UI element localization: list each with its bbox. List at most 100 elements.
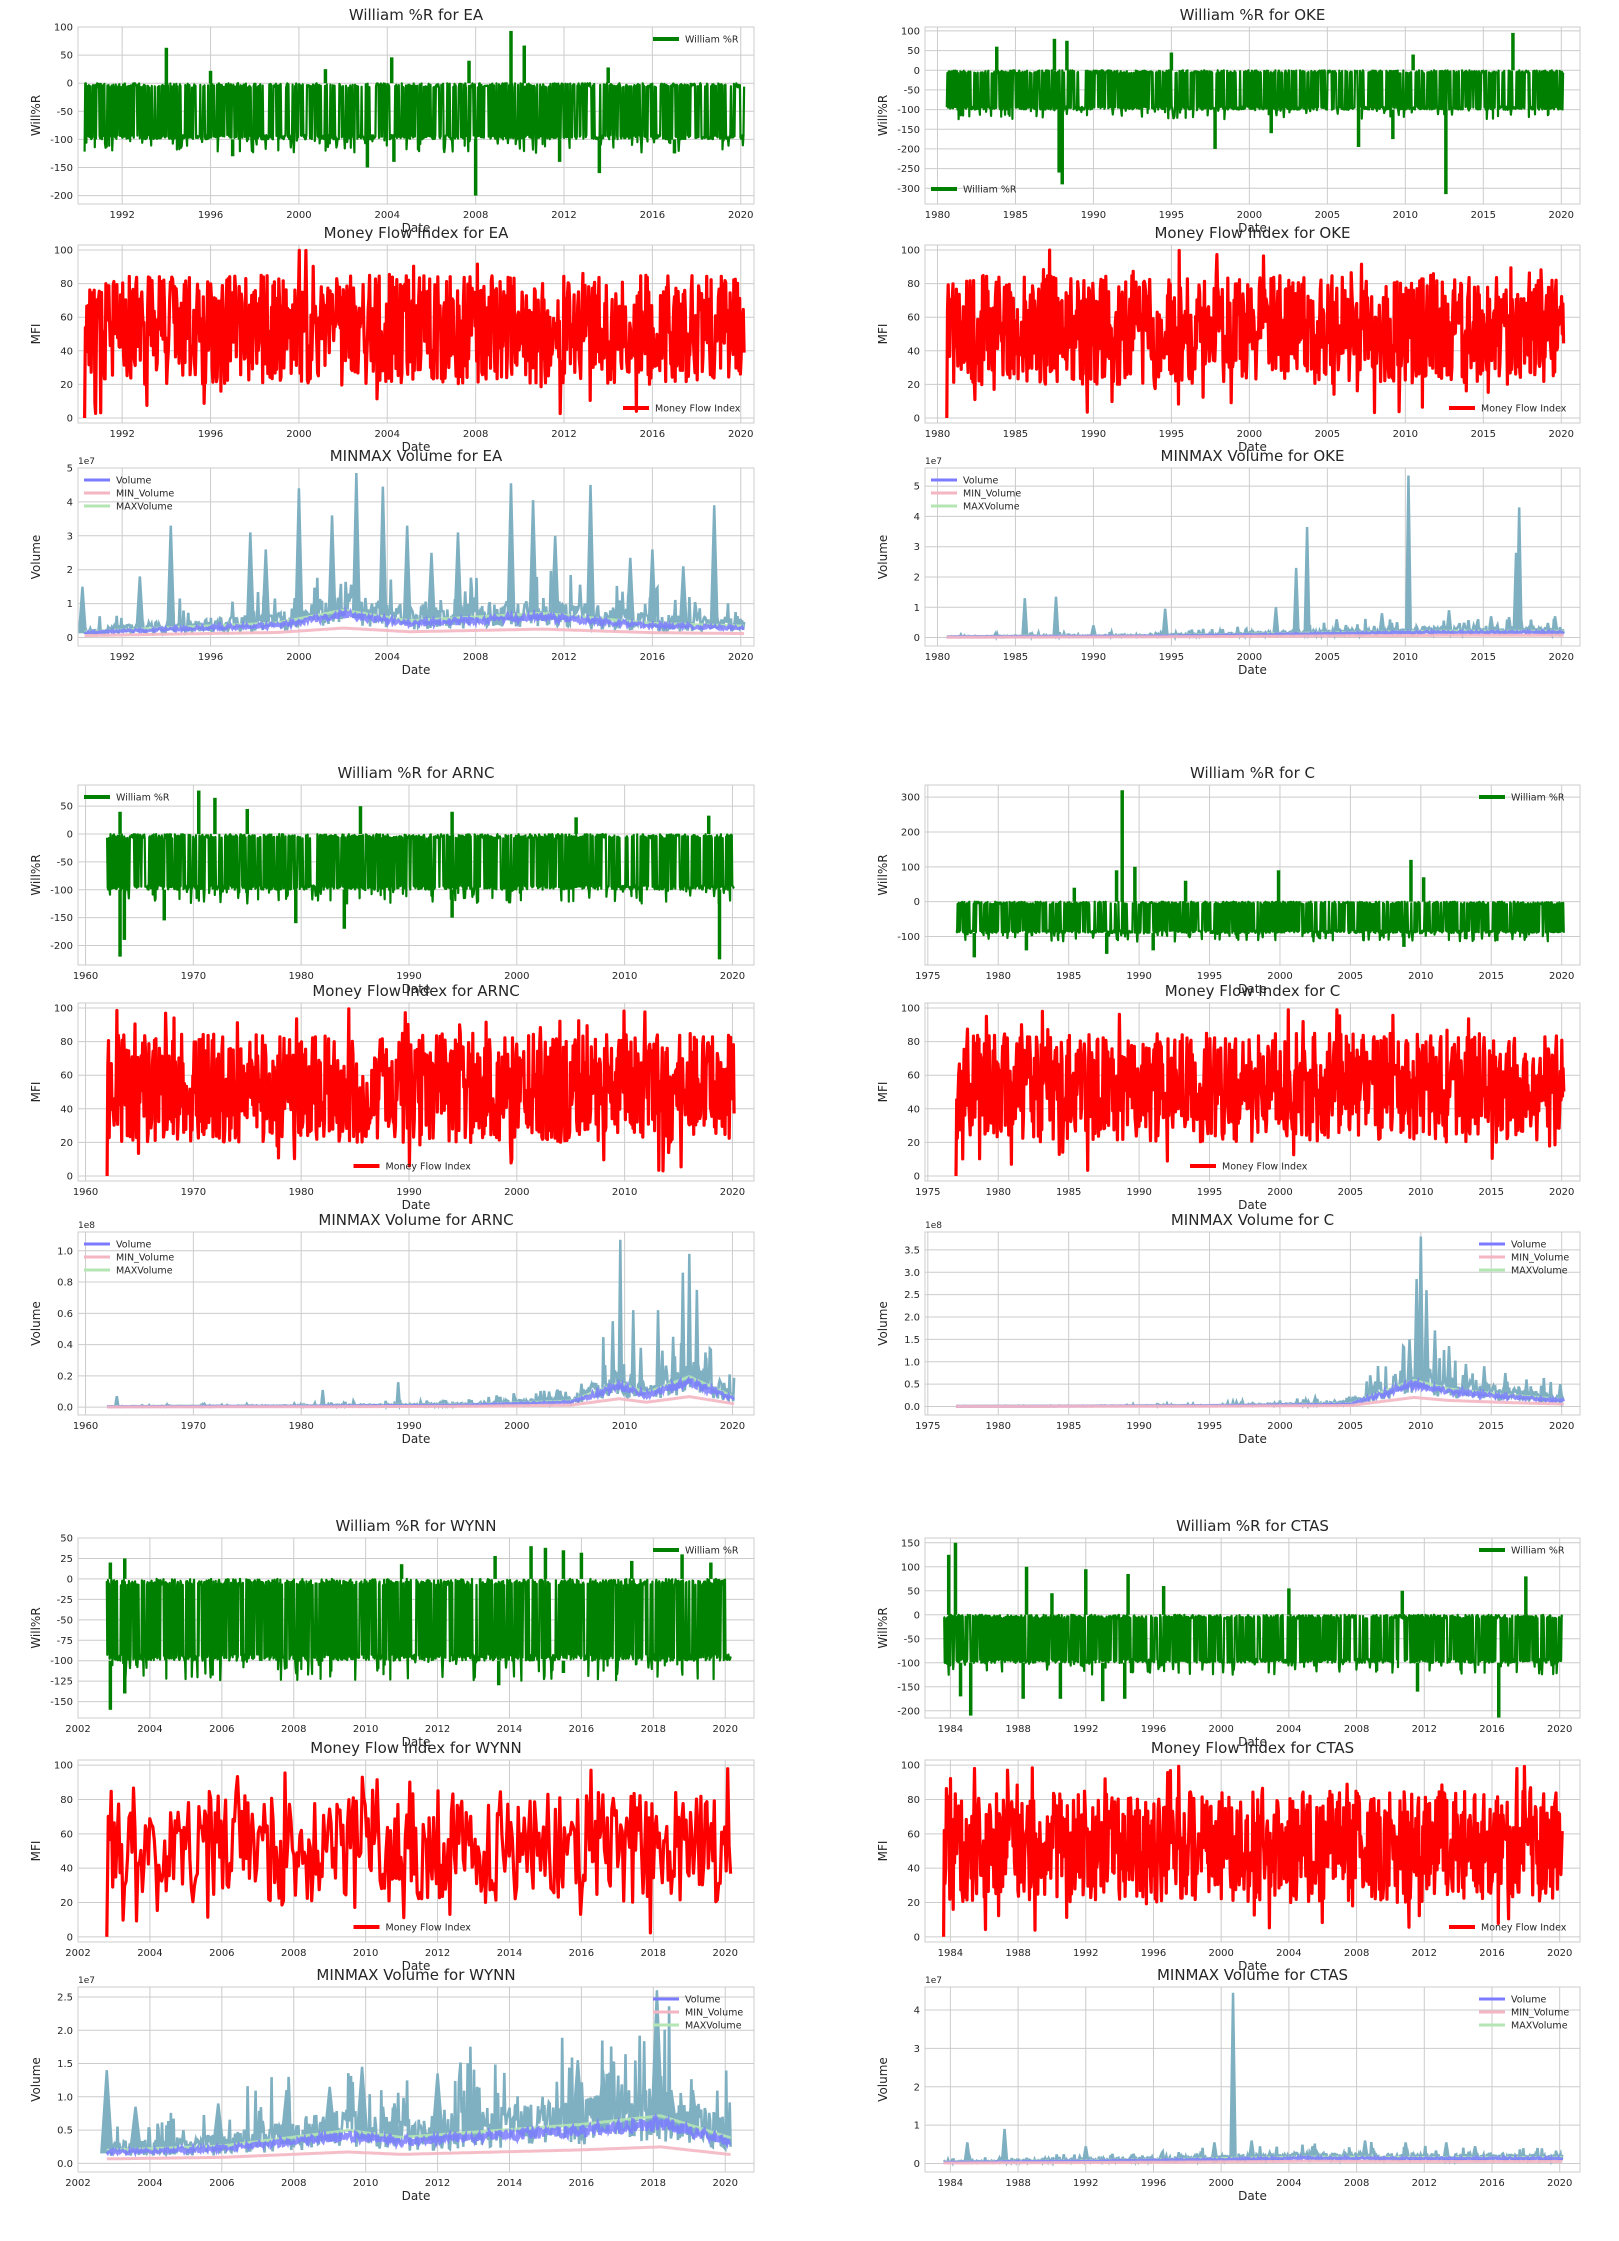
series-line-willr (945, 69, 1565, 121)
x-tick-label: 2004 (137, 1724, 162, 1735)
x-tick-label: 1970 (181, 1187, 206, 1198)
axes-frame (77, 467, 755, 647)
axes-frame (77, 784, 755, 966)
y-tick-label: 3.0 (904, 1268, 920, 1279)
legend-entry-label: William %R (685, 1546, 739, 1557)
y-tick-label: 0 (914, 897, 920, 908)
x-tick-label: 1980 (925, 429, 950, 440)
x-tick-label: 2004 (1276, 1948, 1301, 1959)
y-tick-label: 3 (914, 542, 920, 553)
axes-frame (77, 1231, 755, 1416)
y-tick-label: 60 (907, 313, 920, 324)
legend-entry-label: William %R (685, 35, 739, 46)
y-tick-label: 150 (901, 1538, 920, 1549)
series-line-willr (106, 833, 735, 905)
y-tick-label: 80 (60, 1037, 73, 1048)
y-tick-label: 2 (914, 2082, 920, 2093)
x-tick-label: 2020 (1547, 2178, 1572, 2189)
legend-entry-label: William %R (1511, 793, 1565, 804)
y-tick-label: -200 (50, 941, 73, 952)
legend-entry-label: Volume (1511, 1995, 1546, 2006)
x-tick-label: 1960 (73, 1187, 98, 1198)
x-tick-label: 1992 (1073, 2178, 1098, 2189)
y-tick-label: 2 (914, 572, 920, 583)
legend: William %R (653, 1546, 739, 1557)
x-tick-label: 2020 (713, 2178, 738, 2189)
x-axis-label: Date (402, 2189, 431, 2203)
x-tick-label: 2008 (281, 1948, 306, 1959)
x-tick-label: 2012 (1412, 2178, 1437, 2189)
chart-mfi-oke: 1980 1985 1990 1995 2000 2005 2010 2015 2020 0 20 4… (876, 224, 1581, 454)
volume-peak (1272, 607, 1280, 635)
y-axis-label: MFI (29, 324, 43, 345)
x-tick-label: 2000 (1267, 1187, 1292, 1198)
chart-title: MINMAX Volume for OKE (1161, 447, 1345, 465)
chart-title: MINMAX Volume for CTAS (1157, 1966, 1348, 1984)
y-tick-label: -150 (50, 1697, 73, 1708)
legend: Money Flow Index (353, 1923, 471, 1934)
volume-peak (506, 483, 516, 621)
axes-frame (77, 1537, 755, 1719)
plot-area (945, 248, 1566, 419)
x-tick-label: 2020 (1549, 1421, 1574, 1432)
volume-peak (1210, 2142, 1219, 2160)
plot-area (83, 248, 746, 419)
x-tick-label: 2008 (463, 429, 488, 440)
x-tick-label: 2020 (720, 1187, 745, 1198)
y-tick-label: 80 (907, 1795, 920, 1806)
volume-peak (1021, 598, 1029, 637)
axis-offset-text: 1e7 (78, 457, 95, 467)
x-tick-label: 2016 (569, 2178, 594, 2189)
x-tick-label: 1992 (1073, 1724, 1098, 1735)
x-tick-label: 2008 (281, 1724, 306, 1735)
chart-title: William %R for ARNC (338, 764, 495, 782)
plot-area (105, 1767, 733, 1937)
y-tick-label: 0.2 (57, 1371, 73, 1382)
x-tick-label: 2016 (1479, 1948, 1504, 1959)
x-tick-label: 2015 (1471, 210, 1496, 221)
x-tick-label: 2014 (497, 1948, 522, 1959)
chart-title: William %R for WYNN (335, 1517, 496, 1535)
y-axis-label: MFI (29, 1082, 43, 1103)
x-tick-label: 2006 (209, 2178, 234, 2189)
legend: Volume MIN_Volume MAXVolume (1479, 1240, 1569, 1277)
legend: Volume MIN_Volume MAXVolume (931, 476, 1021, 513)
plot-area (945, 32, 1565, 195)
y-tick-label: 40 (907, 346, 920, 357)
x-axis-label: Date (1238, 440, 1267, 454)
x-tick-label: 2014 (497, 1724, 522, 1735)
y-tick-label: -150 (50, 913, 73, 924)
x-tick-label: 1990 (396, 1187, 421, 1198)
x-tick-label: 2012 (551, 210, 576, 221)
x-tick-label: 1990 (396, 971, 421, 982)
volume-peak (1161, 608, 1169, 637)
x-tick-label: 2020 (728, 652, 753, 663)
y-axis-label: Volume (29, 1301, 43, 1346)
y-axis-label: Will%R (876, 1607, 890, 1648)
plot-area (106, 790, 735, 960)
x-tick-label: 2010 (612, 971, 637, 982)
x-tick-label: 2002 (65, 2178, 90, 2189)
y-tick-label: 4 (914, 512, 920, 523)
y-tick-label: -150 (50, 163, 73, 174)
volume-peak (686, 2089, 700, 2135)
x-tick-label: 2010 (353, 1724, 378, 1735)
legend-entry-label: MAXVolume (116, 1266, 173, 1277)
chart-title: Money Flow Index for OKE (1154, 224, 1350, 242)
x-tick-label: 2016 (640, 429, 665, 440)
volume-peak (261, 549, 271, 627)
volume-peak (1378, 613, 1386, 634)
x-axis-label: Date (1238, 1959, 1267, 1973)
y-tick-label: 40 (60, 346, 73, 357)
x-tick-label: 2000 (1208, 1724, 1233, 1735)
x-tick-label: 2000 (1267, 971, 1292, 982)
x-tick-label: 1980 (288, 971, 313, 982)
volume-peak (1404, 475, 1413, 634)
volume-peak (294, 488, 304, 624)
axes-frame (924, 1986, 1581, 2173)
y-tick-label: 50 (907, 1586, 920, 1597)
volume-peak (1556, 1383, 1564, 1402)
y-tick-label: 40 (60, 1864, 73, 1875)
axes-frame (77, 1759, 755, 1943)
x-tick-label: 2012 (425, 1948, 450, 1959)
